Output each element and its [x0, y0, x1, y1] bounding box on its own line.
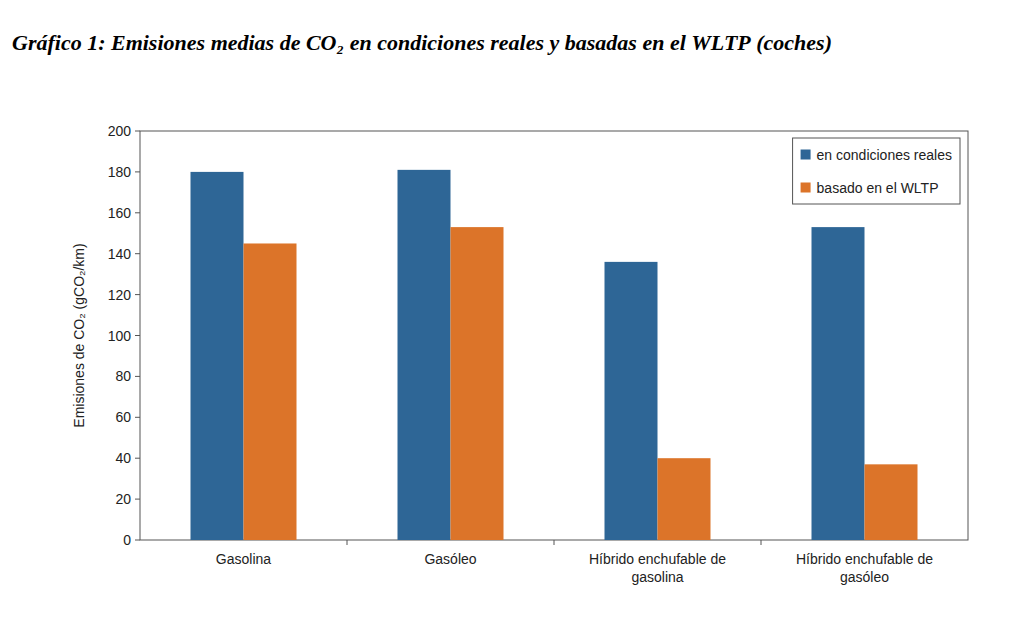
y-tick-label: 40 [115, 450, 131, 466]
title-word: en [642, 30, 664, 55]
y-tick [135, 540, 140, 541]
y-tick [135, 376, 140, 377]
plot-frame [140, 131, 968, 540]
x-label-line: gasolina [631, 569, 683, 585]
title-word: Gráfico [12, 30, 82, 55]
title-word: basadas [565, 30, 637, 55]
x-label-line: Gasóleo [424, 551, 476, 567]
y-tick-label: 60 [115, 409, 131, 425]
bar [451, 227, 504, 540]
title-word: (coches) [756, 30, 832, 55]
title-word: WLTP [691, 30, 751, 55]
y-tick [135, 417, 140, 418]
y-tick [135, 171, 140, 172]
title-word: de [280, 30, 301, 55]
legend-label: en condiciones reales [817, 147, 952, 163]
title-word: en [350, 30, 372, 55]
y-tick [135, 458, 140, 459]
bar [191, 172, 244, 540]
y-tick [135, 499, 140, 500]
x-label-line: Híbrido enchufable de [589, 551, 726, 567]
legend-swatch [801, 150, 811, 160]
x-label-line: Gasolina [216, 551, 271, 567]
y-tick-label: 180 [108, 164, 132, 180]
x-tick-label: Gasolina [216, 551, 271, 567]
chart-svg: Gráfico1:EmisionesmediasdeCO₂encondicion… [0, 0, 1024, 634]
y-tick-label: 80 [115, 368, 131, 384]
y-tick-label: 160 [108, 205, 132, 221]
title-word: 1: [87, 30, 105, 55]
chart-root: Gráfico1:EmisionesmediasdeCO₂encondicion… [0, 0, 1024, 634]
y-tick-label: 20 [115, 491, 131, 507]
x-label-line: gasóleo [840, 569, 889, 585]
x-tick [347, 540, 348, 545]
y-tick [135, 253, 140, 254]
y-tick [135, 294, 140, 295]
y-tick-label: 140 [108, 246, 132, 262]
x-label-line: Híbrido enchufable de [796, 551, 933, 567]
y-tick-label: 200 [108, 123, 132, 139]
bars [191, 170, 918, 540]
title-word: reales [490, 30, 544, 55]
y-tick-label: 0 [123, 532, 131, 548]
bar [812, 227, 865, 540]
legend-box [793, 138, 960, 204]
bar [605, 262, 658, 540]
title-word: Emisiones [110, 30, 205, 55]
y-axis-label: Emisiones de CO₂ (gCO₂/km) [71, 243, 87, 427]
y-tick [135, 212, 140, 213]
title-word: CO₂ [306, 30, 344, 55]
title-word: el [670, 30, 687, 55]
legend-label: basado en el WLTP [817, 180, 939, 196]
bar [658, 458, 711, 540]
y-tick-label: 100 [108, 328, 132, 344]
y-tick [135, 131, 140, 132]
x-tick-label: Gasóleo [424, 551, 476, 567]
bar [244, 243, 297, 540]
legend: en condiciones reales basado en el WLTP [793, 138, 960, 204]
y-tick-label: 120 [108, 287, 132, 303]
chart-title: Gráfico1:EmisionesmediasdeCO₂encondicion… [12, 30, 832, 55]
x-tick-label: Híbrido enchufable de gasóleo [796, 551, 933, 585]
x-tick-label: Híbrido enchufable de gasolina [589, 551, 726, 585]
x-tick [761, 540, 762, 545]
bar [398, 170, 451, 540]
bar [865, 464, 918, 540]
title-word: y [547, 30, 560, 55]
y-tick [135, 335, 140, 336]
title-word: condiciones [377, 30, 485, 55]
title-word: medias [211, 30, 275, 55]
x-tick [554, 540, 555, 545]
legend-swatch [801, 183, 811, 193]
